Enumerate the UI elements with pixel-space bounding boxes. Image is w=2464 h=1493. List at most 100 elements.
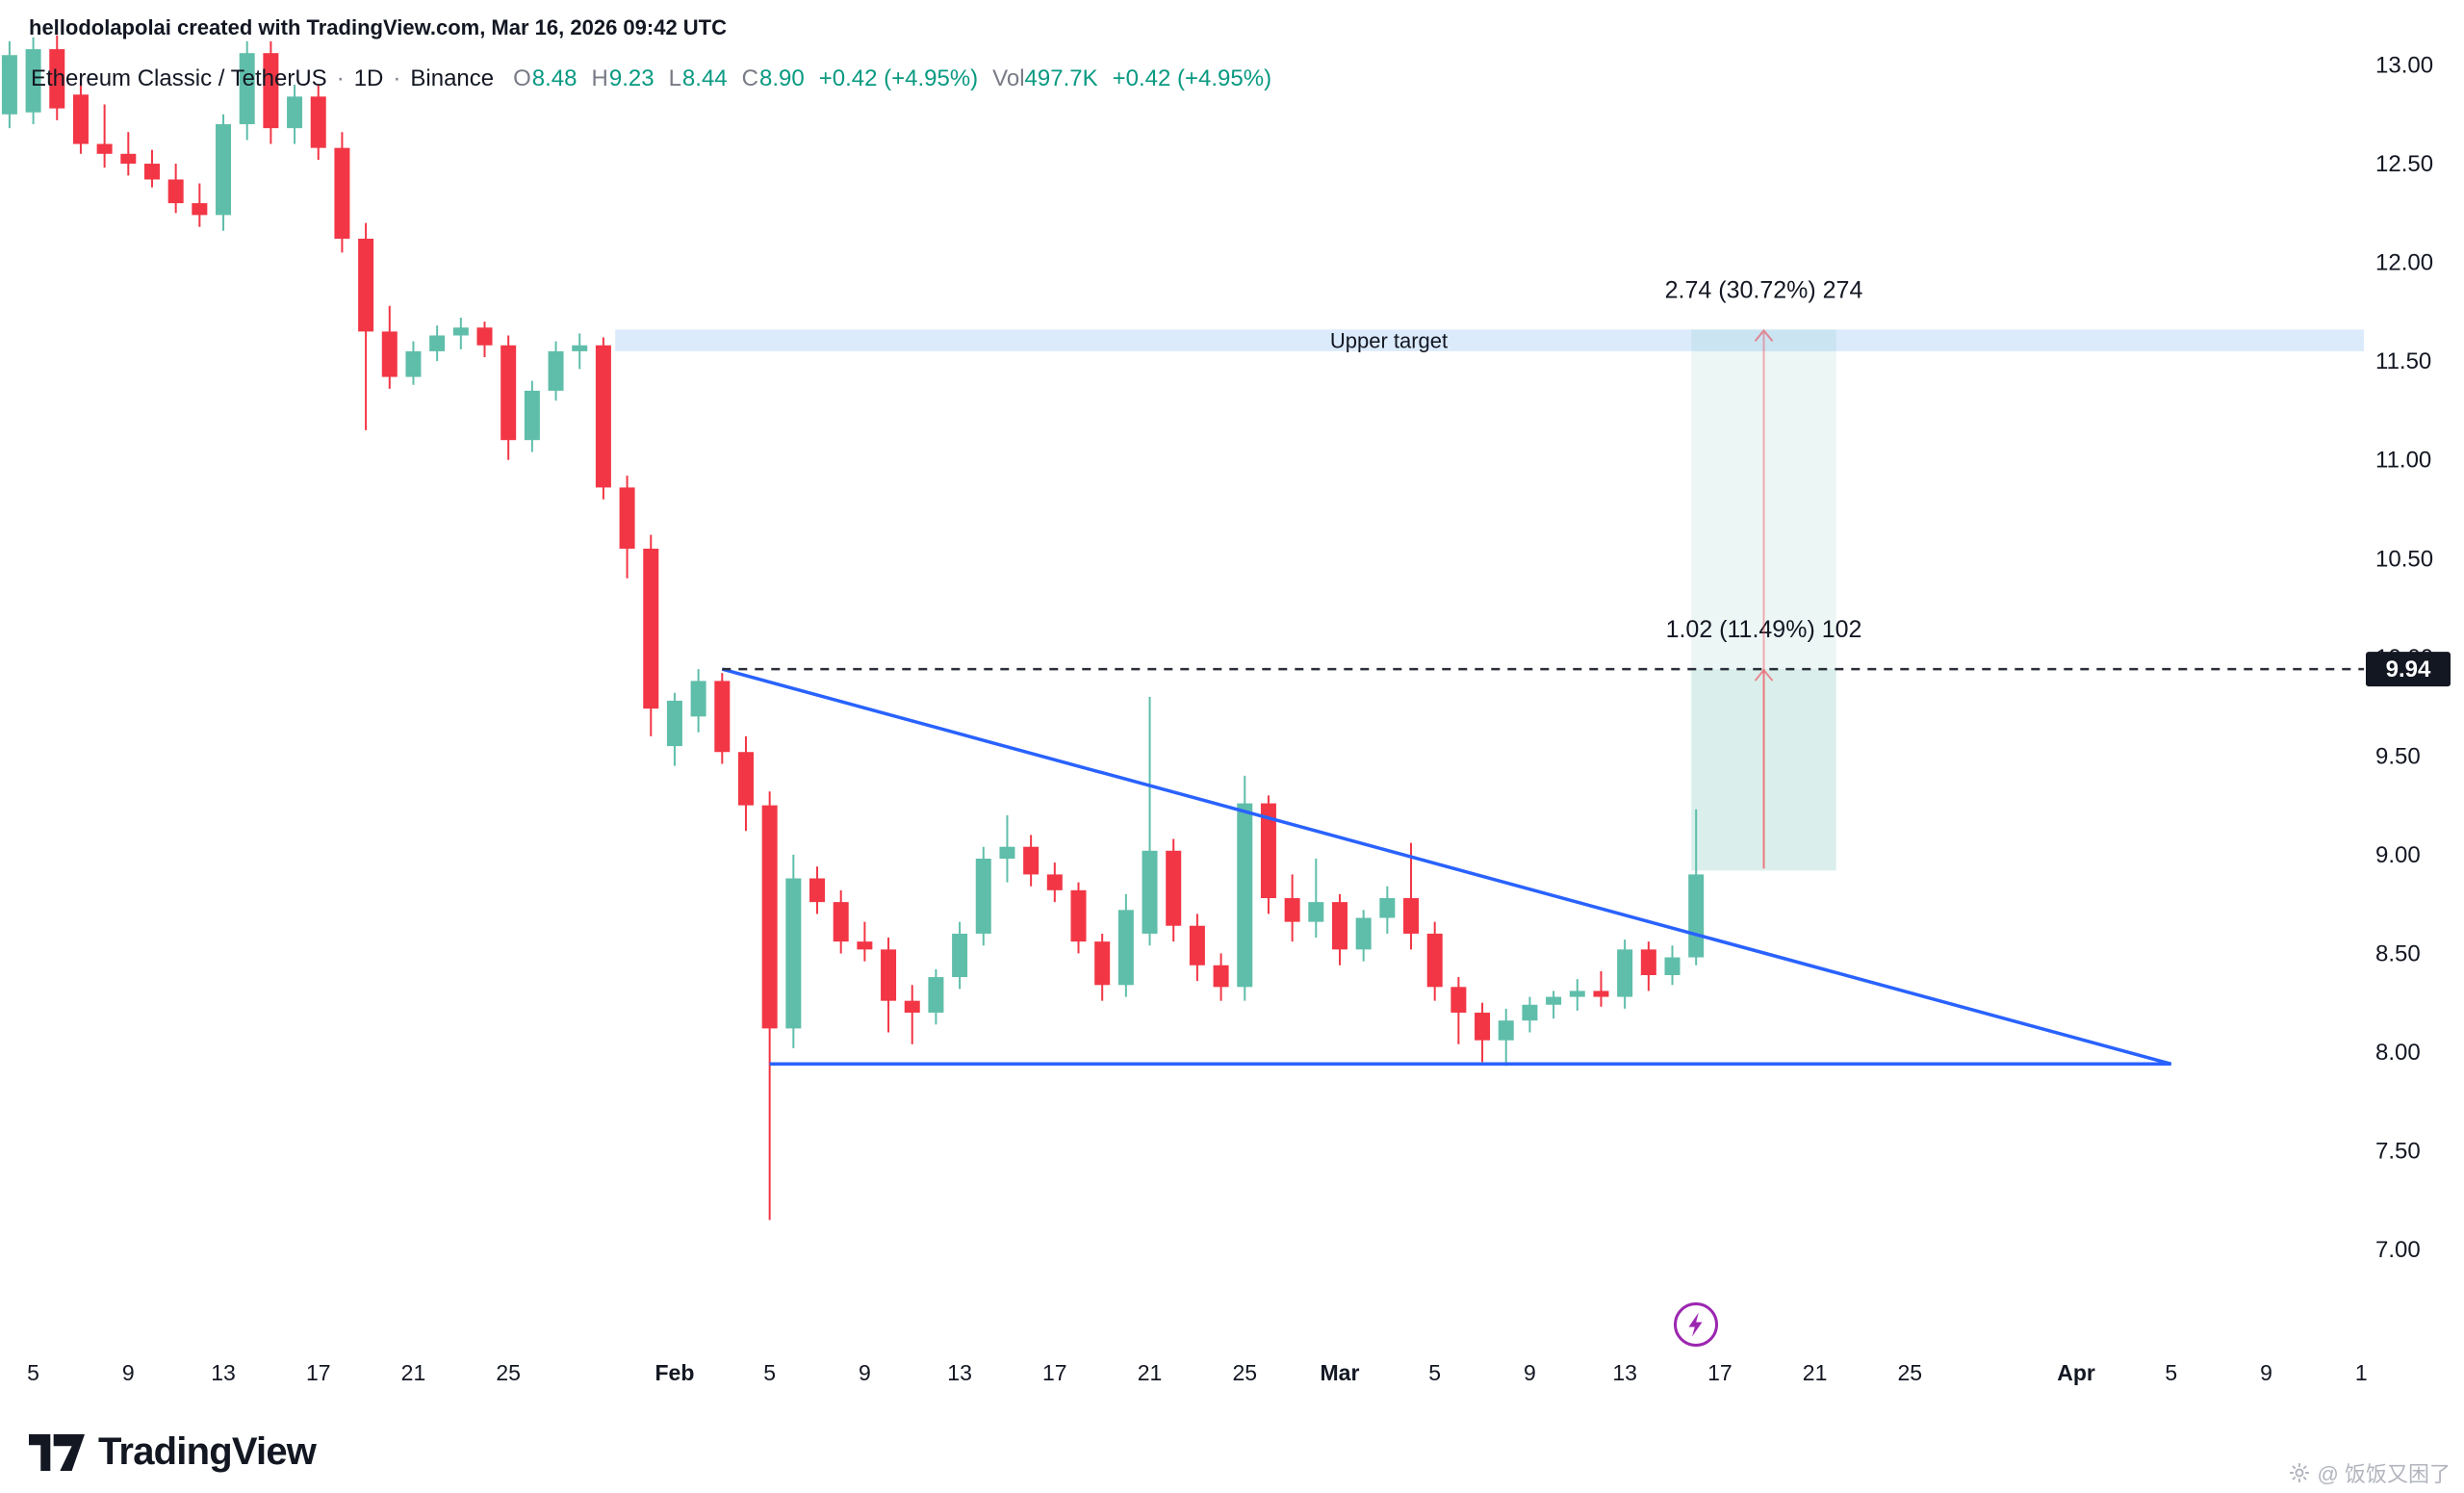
upper-target-label: Upper target xyxy=(1330,329,1448,353)
candle-body-up xyxy=(1379,898,1396,918)
candle-body-down xyxy=(857,941,873,950)
price-level-badge-text: 9.94 xyxy=(2386,656,2431,682)
candle-body-down xyxy=(619,487,635,549)
time-axis-label: 13 xyxy=(947,1360,972,1385)
candle-body-down xyxy=(167,179,184,204)
high-field: H9.23 xyxy=(592,64,654,94)
candle-body-down xyxy=(358,238,374,332)
interval-label[interactable]: 1D xyxy=(353,65,384,91)
candle-body-up xyxy=(690,681,706,717)
candle-body-up xyxy=(405,350,422,377)
candle-body-down xyxy=(761,805,778,1029)
candle-body-down xyxy=(1475,1012,1491,1041)
candle-body-up xyxy=(1688,874,1705,958)
time-axis-label: 21 xyxy=(1138,1360,1163,1385)
candle-body-up xyxy=(429,335,446,351)
descending-trendline[interactable] xyxy=(721,667,2172,1066)
candle-body-up xyxy=(216,124,232,216)
candle-body-up xyxy=(785,878,802,1029)
candle-body-down xyxy=(500,345,517,441)
candle-body-down xyxy=(1189,925,1205,965)
creator-watermark: hellodolapolai created with TradingView.… xyxy=(29,15,728,39)
close-label: C xyxy=(741,65,758,91)
time-axis-label: Mar xyxy=(1321,1360,1360,1385)
time-axis-label: 1 xyxy=(2355,1360,2368,1385)
candle-body-down xyxy=(1450,987,1467,1013)
candle-body-up xyxy=(666,700,682,747)
symbol-title[interactable]: Ethereum Classic / TetherUS xyxy=(31,65,327,91)
time-axis-label: 13 xyxy=(1612,1360,1637,1385)
boost-button[interactable] xyxy=(1672,1300,1720,1349)
price-axis-label: 9.50 xyxy=(2375,743,2421,769)
candle-body-up xyxy=(1,55,17,115)
price-axis-label: 7.00 xyxy=(2375,1237,2421,1263)
separator-dot: · xyxy=(393,65,401,91)
time-axis-label: 9 xyxy=(1524,1360,1536,1385)
time-axis-label: 5 xyxy=(763,1360,776,1385)
candle-body-down xyxy=(1331,902,1348,950)
candle-body-down xyxy=(1426,933,1443,988)
projection-range-1[interactable] xyxy=(1691,669,1836,871)
projection-measure-label: 2.74 (30.72%) 274 xyxy=(1665,276,1863,303)
low-field: L8.44 xyxy=(669,64,728,94)
candle-body-down xyxy=(1403,898,1420,934)
projection-arrowhead xyxy=(1754,328,1774,342)
candle-body-down xyxy=(737,752,754,806)
high-label: H xyxy=(591,65,608,91)
time-axis-label: 25 xyxy=(496,1360,521,1385)
projection-range-2[interactable] xyxy=(1691,329,1836,871)
candle-body-down xyxy=(310,96,326,148)
candle-body-up xyxy=(452,327,469,336)
chart-legend: Ethereum Classic / TetherUS · 1D · Binan… xyxy=(31,64,1286,94)
price-axis-label: 8.50 xyxy=(2375,940,2421,966)
price-axis-label: 10.50 xyxy=(2375,546,2433,572)
price-axis-label: 7.50 xyxy=(2375,1139,2421,1165)
high-value: 9.23 xyxy=(608,65,654,91)
open-field: O8.48 xyxy=(513,64,577,94)
candle-body-down xyxy=(143,164,160,180)
candle-body-up xyxy=(1569,991,1585,997)
author-watermark-text: @ 饭饭又困了 xyxy=(2317,1462,2451,1486)
open-value: 8.48 xyxy=(531,65,578,91)
change-value: +0.42 (+4.95%) xyxy=(818,65,979,91)
candle-body-down xyxy=(809,878,826,903)
candle-body-down xyxy=(120,153,137,165)
time-axis-label: 13 xyxy=(211,1360,236,1385)
low-label: L xyxy=(668,65,681,91)
time-axis-label: 21 xyxy=(401,1360,426,1385)
price-axis-label: 13.00 xyxy=(2375,53,2433,79)
candle-body-down xyxy=(1166,850,1182,926)
candle-body-down xyxy=(881,949,897,1001)
time-axis-label: 5 xyxy=(2165,1360,2177,1385)
candle-body-up xyxy=(1498,1020,1514,1041)
candle-body-up xyxy=(1142,850,1158,934)
time-axis-label: 25 xyxy=(1898,1360,1923,1385)
price-axis-label: 8.00 xyxy=(2375,1040,2421,1066)
close-field: C8.90 xyxy=(742,64,805,94)
time-axis-label: 9 xyxy=(122,1360,135,1385)
upper-target-band[interactable] xyxy=(615,329,2364,351)
volume-value: 497.7K xyxy=(1024,65,1098,91)
candle-body-up xyxy=(952,933,968,978)
candle-body-up xyxy=(1546,996,1562,1005)
lightning-icon xyxy=(1674,1302,1718,1347)
candle-body-down xyxy=(1046,874,1063,890)
author-watermark: @ 饭饭又困了 xyxy=(2289,1457,2451,1488)
candle-body-up xyxy=(1617,949,1633,997)
time-axis-label: 9 xyxy=(2260,1360,2272,1385)
exchange-label: Binance xyxy=(410,65,495,91)
candle-body-up xyxy=(239,53,255,125)
time-axis-label: 5 xyxy=(27,1360,39,1385)
volume-change-value: +0.42 (+4.95%) xyxy=(1112,65,1272,91)
candle-body-down xyxy=(643,548,659,709)
separator-dot: · xyxy=(336,65,345,91)
candle-body-down xyxy=(1213,965,1229,988)
candle-body-up xyxy=(1237,803,1253,988)
price-axis-label: 11.00 xyxy=(2375,448,2431,474)
price-axis-label: 12.50 xyxy=(2375,151,2433,177)
tradingview-wordmark: TradingView xyxy=(98,1430,317,1473)
tradingview-logo[interactable]: TradingView xyxy=(29,1430,317,1474)
candle-body-down xyxy=(595,345,611,488)
